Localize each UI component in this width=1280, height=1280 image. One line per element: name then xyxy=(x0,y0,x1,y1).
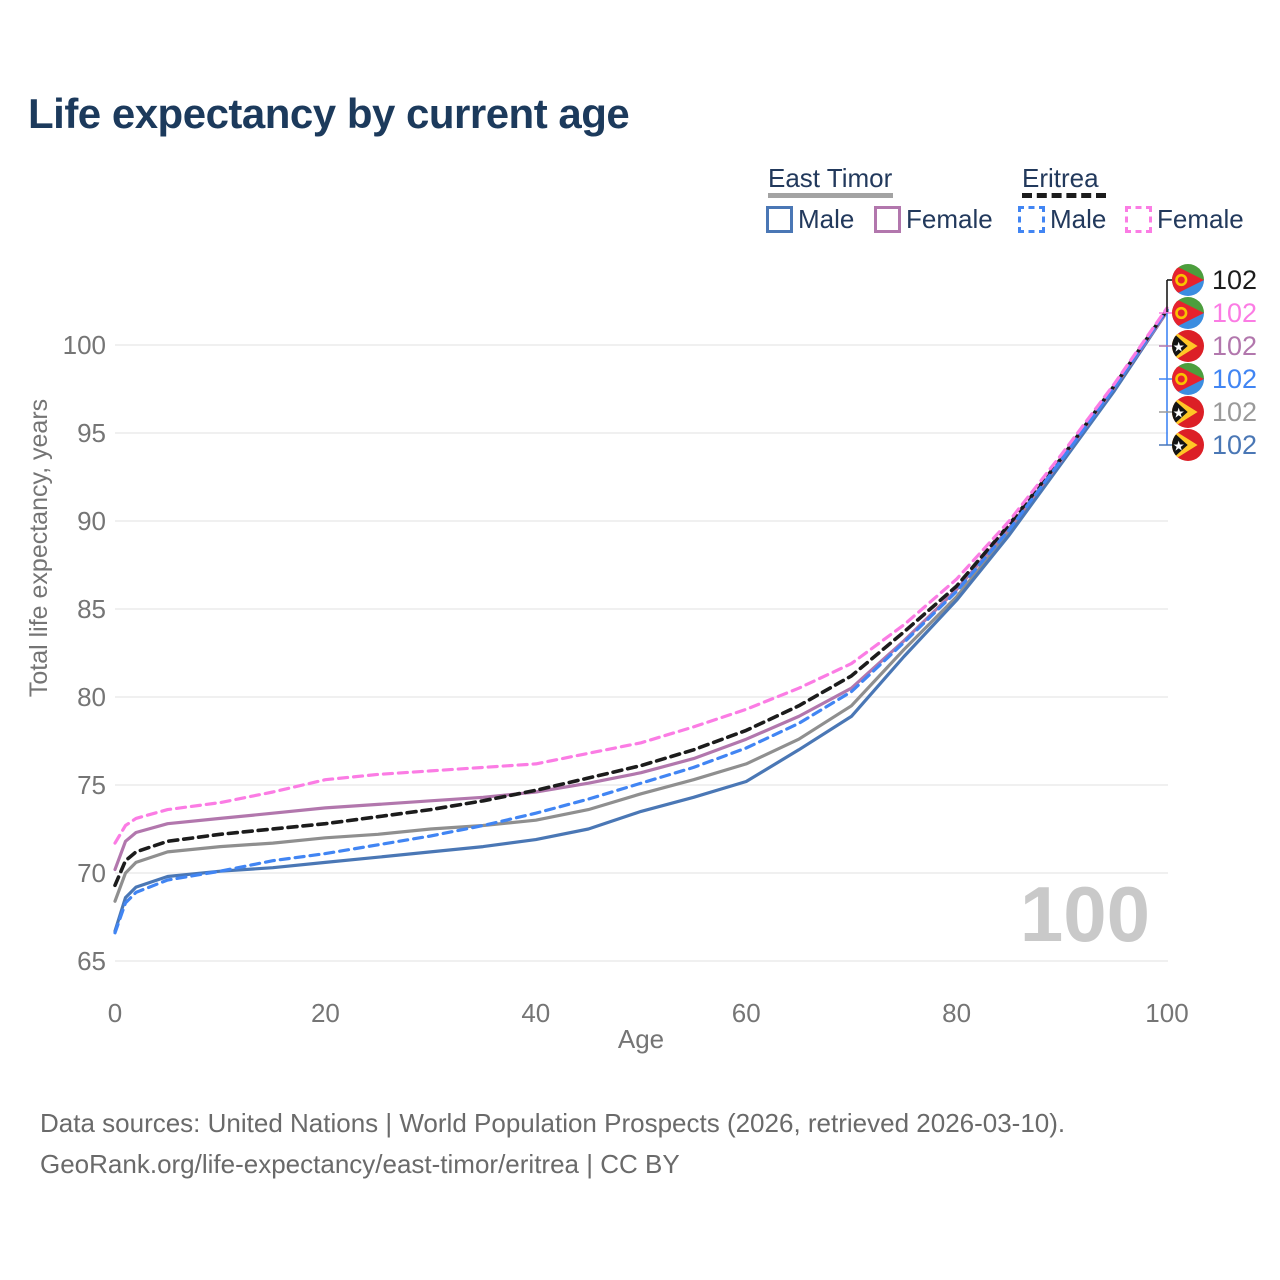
eritrea-flag-icon xyxy=(1172,264,1204,296)
eritrea-male-swatch-icon xyxy=(1018,206,1045,233)
x-tick-label: 0 xyxy=(108,998,122,1028)
eritrea-dashed-line-icon xyxy=(1022,193,1106,198)
end-value-label: 102 xyxy=(1212,430,1257,460)
x-axis-title: Age xyxy=(618,1024,664,1054)
leader-lines xyxy=(1159,279,1176,446)
y-tick-label: 80 xyxy=(77,682,106,712)
east-timor-flag-icon: ★ xyxy=(1172,396,1204,428)
y-tick-label: 75 xyxy=(77,770,106,800)
gridlines xyxy=(115,344,1168,962)
svg-text:★: ★ xyxy=(1173,405,1185,420)
svg-text:★: ★ xyxy=(1173,438,1185,453)
chart-title: Life expectancy by current age xyxy=(28,90,630,137)
y-tick-label: 65 xyxy=(77,946,106,976)
x-tick-label: 40 xyxy=(521,998,550,1028)
east-timor-male-swatch-icon xyxy=(766,206,793,233)
end-value-label: 102 xyxy=(1212,364,1257,394)
y-tick-label: 85 xyxy=(77,594,106,624)
end-value-label: 102 xyxy=(1212,265,1257,295)
x-tick-label: 60 xyxy=(732,998,761,1028)
legend-group-eritrea[interactable]: Eritrea xyxy=(1022,163,1099,193)
series-line xyxy=(113,309,1169,933)
east-timor-flag-icon: ★ xyxy=(1172,330,1204,362)
end-value-label: 102 xyxy=(1212,298,1257,328)
attribution-note: GeoRank.org/life-expectancy/east-timor/e… xyxy=(40,1149,680,1179)
series-line xyxy=(113,308,1169,935)
east-timor-female-swatch-icon xyxy=(874,206,901,233)
svg-text:★: ★ xyxy=(1173,339,1185,354)
y-tick-label: 90 xyxy=(77,506,106,536)
line-chart-plot: 65 70 75 80 85 90 95 100 0 20 40 60 80 100 Age Total li… xyxy=(25,264,1257,1054)
legend-item-east-timor-male[interactable]: Male xyxy=(766,204,854,235)
x-tick-label: 80 xyxy=(942,998,971,1028)
end-value-label: 102 xyxy=(1212,397,1257,427)
eritrea-flag-icon xyxy=(1172,363,1204,395)
series-line xyxy=(113,309,1169,872)
eritrea-flag-icon xyxy=(1172,297,1204,329)
x-tick-label: 100 xyxy=(1145,998,1188,1028)
series-line xyxy=(113,309,1169,903)
eritrea-female-swatch-icon xyxy=(1125,206,1152,233)
legend-group-east-timor[interactable]: East Timor xyxy=(768,163,893,193)
age-watermark: 100 xyxy=(1020,870,1150,958)
legend-item-label: Female xyxy=(906,204,993,234)
legend-item-label: Male xyxy=(798,204,855,234)
x-tick-label: 20 xyxy=(311,998,340,1028)
series-line xyxy=(113,307,1169,888)
legend-item-label: Female xyxy=(1157,204,1244,234)
data-source-note: Data sources: United Nations | World Pop… xyxy=(40,1108,1066,1138)
legend-item-eritrea-male[interactable]: Male xyxy=(1018,204,1106,235)
legend-item-label: Male xyxy=(1050,204,1107,234)
end-value-label: 102 xyxy=(1212,331,1257,361)
east-timor-flag-icon: ★ xyxy=(1172,429,1204,461)
legend-item-eritrea-female[interactable]: Female xyxy=(1125,204,1244,235)
y-tick-label: 95 xyxy=(77,418,106,448)
series-line xyxy=(113,306,1169,845)
legend-item-east-timor-female[interactable]: Female xyxy=(874,204,993,235)
y-axis-title: Total life expectancy, years xyxy=(25,399,53,697)
y-tick-label: 100 xyxy=(63,330,106,360)
east-timor-solid-line-icon xyxy=(768,193,893,198)
y-tick-label: 70 xyxy=(77,858,106,888)
